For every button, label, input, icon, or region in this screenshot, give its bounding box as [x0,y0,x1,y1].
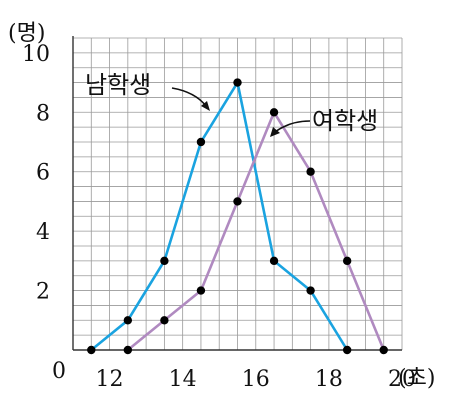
data-point [306,167,315,176]
y-axis-unit: (명) [8,21,45,46]
y-tick-label: 8 [36,101,50,126]
data-point [269,256,279,266]
series-label-boys: 남학생 [85,71,151,99]
x-axis-unit: (초) [398,366,435,391]
series-lines [90,81,385,352]
data-point [123,345,133,355]
data-point [196,137,206,147]
data-point [342,345,352,355]
series-label-boys-arrowhead [201,101,210,111]
x-tick-label: 12 [96,367,124,392]
series-label-girls-arrowhead [270,127,280,137]
y-tick-label: 4 [36,220,50,245]
x-tick-label: 16 [242,367,270,392]
x-tick-label: 14 [169,367,197,392]
y-tick-label: 10 [22,42,50,67]
data-point [306,286,315,295]
series-labels: 남학생 여학생 [85,71,378,137]
y-tick-label: 6 [36,161,50,186]
grid [72,37,403,351]
series-points [87,78,388,355]
series-line-0 [90,81,349,352]
data-point [123,316,133,325]
data-point [379,345,388,355]
data-point [342,256,352,266]
series-line-1 [127,110,385,352]
data-point [233,78,242,87]
x-tick-label: 18 [315,367,343,392]
data-point [233,197,242,206]
data-point [269,108,279,117]
x-tick-label: 20 [388,367,416,392]
x-tick-labels: 12 14 16 18 20 [96,367,416,392]
series-label-girls: 여학생 [312,107,378,135]
origin-label: 0 [52,359,66,384]
data-point [160,256,169,266]
data-point [87,345,96,355]
data-point [160,316,169,325]
y-tick-labels: 2 4 6 8 10 [22,42,50,305]
series-label-girls-arrow [274,120,311,133]
y-tick-label: 2 [36,280,50,305]
data-point [196,286,206,295]
